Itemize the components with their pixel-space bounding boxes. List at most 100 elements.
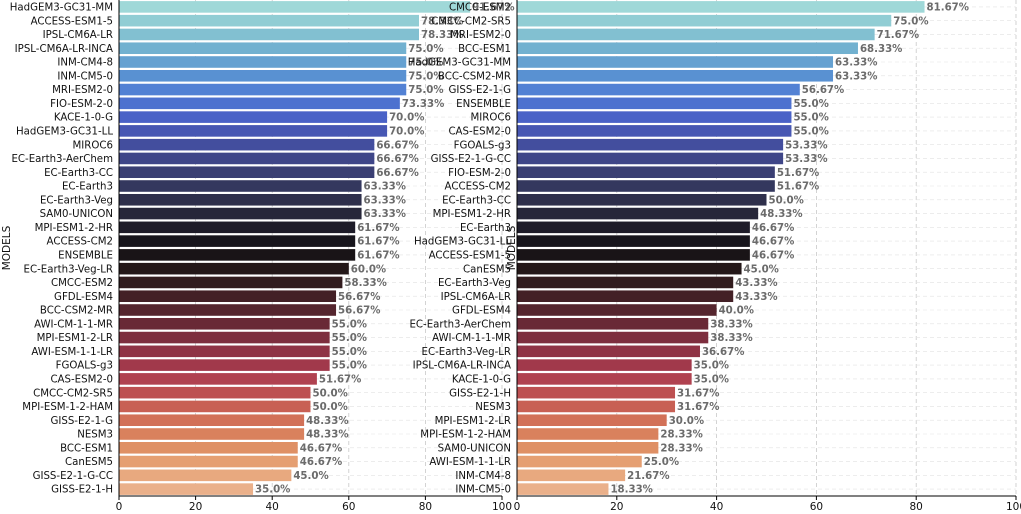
category-label-0-28: CMCC-CM2-SR5: [33, 388, 113, 399]
value-label-1-16: 46.67%: [752, 223, 794, 234]
bar-0-0: [119, 1, 471, 13]
category-label-1-1: CMCC-CM2-SR5: [431, 16, 511, 27]
value-label-0-1: 78.33%: [421, 16, 463, 27]
value-label-1-1: 75.0%: [893, 16, 928, 27]
category-label-1-12: FIO-ESM-2-0: [448, 168, 511, 179]
category-label-0-7: FIO-ESM-2-0: [50, 99, 113, 110]
value-label-1-15: 48.33%: [760, 209, 802, 220]
x-tick-label-0-0: 0: [116, 501, 123, 510]
category-label-0-21: GFDL-ESM4: [54, 292, 113, 303]
value-label-0-27: 51.67%: [319, 374, 361, 385]
category-label-0-3: IPSL-CM6A-LR-INCA: [15, 44, 113, 55]
bar-0-5: [119, 69, 407, 82]
value-label-0-7: 73.33%: [402, 99, 444, 110]
category-label-1-2: MRI-ESM2-0: [450, 30, 511, 41]
category-label-1-30: MPI-ESM1-2-LR: [435, 416, 511, 427]
bar-1-24: [517, 331, 709, 344]
bar-1-3: [517, 42, 858, 55]
bar-0-15: [119, 207, 362, 220]
category-label-1-33: AWI-ESM-1-1-LR: [429, 457, 511, 468]
category-label-0-9: HadGEM3-GC31-LL: [16, 126, 113, 137]
x-tick-label-0-3: 60: [342, 501, 355, 510]
value-label-1-7: 55.0%: [793, 99, 828, 110]
category-label-1-21: IPSL-CM6A-LR: [441, 292, 511, 303]
category-label-0-5: INM-CM5-0: [57, 71, 113, 82]
value-label-1-13: 51.67%: [777, 182, 819, 193]
category-label-0-27: CAS-ESM2-0: [50, 374, 113, 385]
bar-1-27: [517, 373, 692, 385]
value-label-1-19: 45.0%: [744, 264, 779, 275]
value-label-0-17: 61.67%: [357, 237, 399, 248]
category-label-1-14: EC-Earth3-CC: [442, 195, 511, 206]
value-label-0-14: 63.33%: [364, 195, 406, 206]
category-label-1-7: ENSEMBLE: [456, 99, 511, 110]
value-label-0-3: 75.0%: [408, 44, 443, 55]
bar-1-5: [517, 69, 834, 82]
x-tick-label-1-1: 20: [610, 501, 623, 510]
category-label-1-18: ACCESS-ESM1-5: [429, 250, 511, 261]
value-label-0-33: 46.67%: [300, 457, 342, 468]
category-label-0-26: FGOALS-g3: [56, 361, 113, 372]
y-axis-title-0: MODELS: [1, 225, 13, 270]
bar-0-8: [119, 111, 388, 123]
category-label-1-29: NESM3: [475, 402, 511, 413]
value-label-1-2: 71.67%: [877, 30, 919, 41]
x-tick-label-0-2: 40: [266, 501, 279, 510]
category-label-0-2: IPSL-CM6A-LR: [43, 30, 113, 41]
bar-0-18: [119, 249, 356, 261]
value-label-1-22: 40.0%: [719, 306, 754, 317]
bar-0-14: [119, 193, 362, 206]
value-label-1-21: 43.33%: [735, 292, 777, 303]
value-label-1-28: 31.67%: [677, 388, 719, 399]
bar-1-28: [517, 386, 676, 399]
value-label-1-30: 30.0%: [669, 416, 704, 427]
value-label-1-11: 53.33%: [785, 154, 827, 165]
bar-1-11: [517, 152, 784, 165]
category-label-1-24: AWI-CM-1-1-MR: [432, 333, 511, 344]
bar-0-20: [119, 276, 343, 289]
category-label-1-23: EC-Earth3-AerChem: [410, 319, 512, 330]
category-label-0-22: BCC-CSM2-MR: [40, 306, 113, 317]
category-label-1-11: GISS-E2-1-G-CC: [431, 154, 511, 165]
value-label-0-35: 35.0%: [255, 485, 290, 496]
bar-1-1: [517, 14, 892, 27]
bar-0-35: [119, 483, 254, 495]
value-label-0-12: 66.67%: [376, 168, 418, 179]
bar-0-33: [119, 455, 298, 468]
bar-1-21: [517, 290, 734, 303]
category-label-0-19: EC-Earth3-Veg-LR: [24, 264, 113, 275]
category-label-0-23: AWI-CM-1-1-MR: [34, 319, 113, 330]
value-label-1-34: 21.67%: [627, 471, 669, 482]
x-tick-label-1-5: 100: [1006, 501, 1021, 510]
value-label-1-9: 55.0%: [793, 126, 828, 137]
bar-0-1: [119, 14, 420, 27]
category-label-0-12: EC-Earth3-CC: [44, 168, 113, 179]
bar-1-31: [517, 428, 659, 440]
value-label-0-28: 50.0%: [313, 388, 348, 399]
category-label-0-20: CMCC-ESM2: [51, 278, 113, 289]
category-label-1-26: IPSL-CM6A-LR-INCA: [413, 361, 511, 372]
value-label-0-11: 66.67%: [376, 154, 418, 165]
bar-1-4: [517, 56, 834, 68]
bar-1-33: [517, 455, 642, 468]
category-label-1-22: GFDL-ESM4: [452, 306, 511, 317]
category-label-0-11: EC-Earth3-AerChem: [12, 154, 114, 165]
value-label-0-18: 61.67%: [357, 250, 399, 261]
value-label-1-32: 28.33%: [660, 443, 702, 454]
bar-0-17: [119, 235, 356, 247]
value-label-0-31: 48.33%: [306, 430, 348, 441]
bar-1-0: [517, 1, 925, 13]
bar-1-15: [517, 207, 759, 220]
bar-0-4: [119, 56, 407, 68]
bar-0-6: [119, 83, 407, 96]
category-label-1-10: FGOALS-g3: [454, 140, 511, 151]
value-label-1-5: 63.33%: [835, 71, 877, 82]
category-label-1-25: EC-Earth3-Veg-LR: [422, 347, 511, 358]
bar-1-17: [517, 235, 750, 247]
category-label-0-35: GISS-E2-1-H: [51, 485, 113, 496]
value-label-1-23: 38.33%: [710, 319, 752, 330]
bar-1-12: [517, 166, 775, 179]
bar-0-12: [119, 166, 375, 179]
bar-1-25: [517, 345, 700, 358]
